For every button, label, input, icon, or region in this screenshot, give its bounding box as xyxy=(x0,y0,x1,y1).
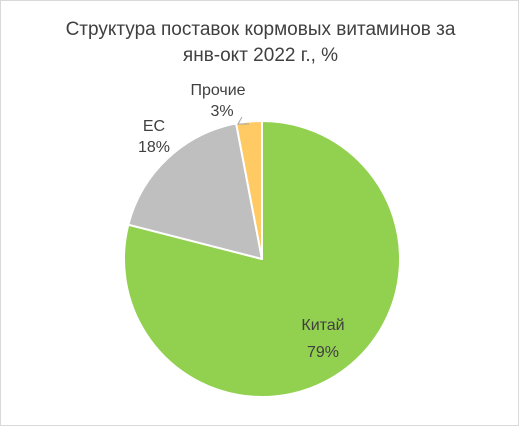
slice-other xyxy=(235,119,263,260)
slice-eu xyxy=(127,122,263,260)
chart-title-line-2: янв-окт 2022 г., % xyxy=(182,45,339,66)
leader-line-other xyxy=(237,116,249,125)
category-label-other: Прочие xyxy=(190,82,245,99)
chart-title-line-1: Структура поставок кормовых витаминов за xyxy=(65,19,456,40)
category-label-eu: ЕС xyxy=(143,118,165,135)
value-label-eu: 18% xyxy=(138,139,170,156)
value-label-other: 3% xyxy=(210,103,233,120)
pie-slices xyxy=(123,119,401,398)
value-label-china: 79% xyxy=(307,344,339,361)
category-label-china: Китай xyxy=(301,317,344,334)
chart-title: Структура поставок кормовых витаминов за… xyxy=(1,17,519,69)
